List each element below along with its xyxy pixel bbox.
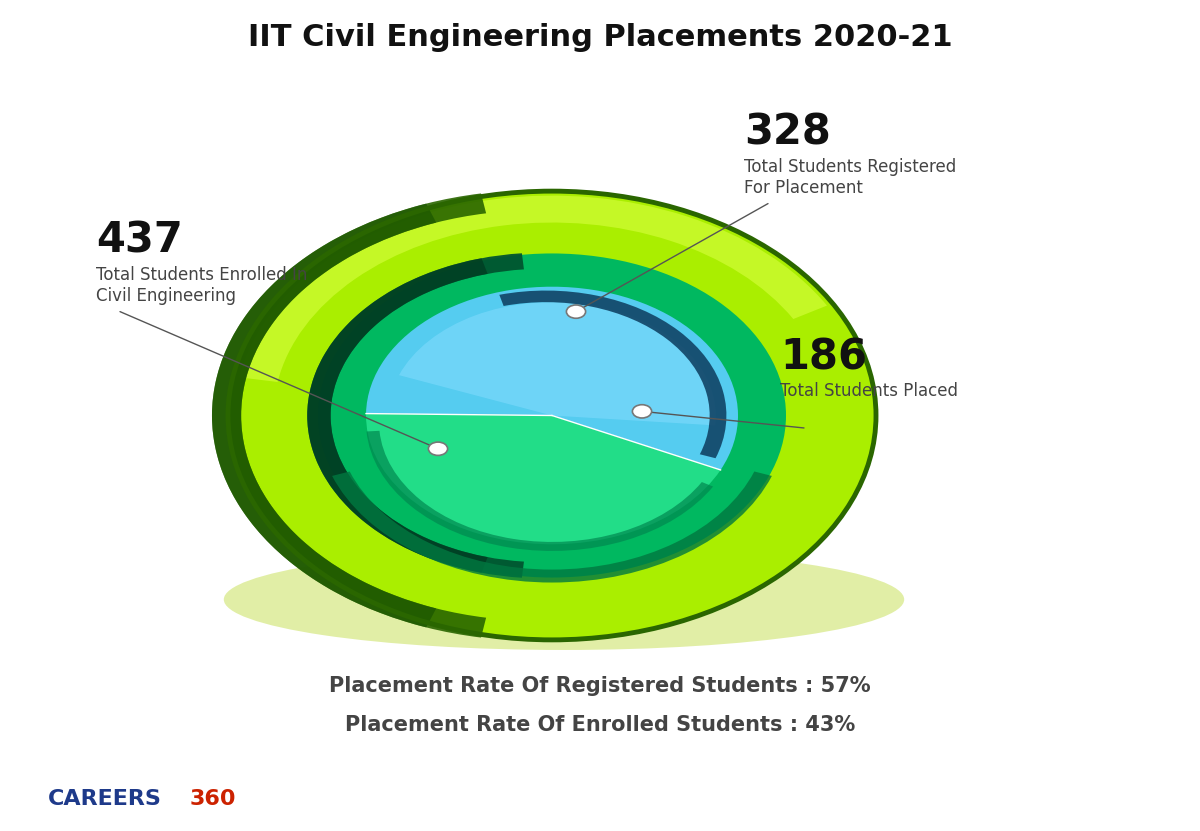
- Text: Total Students Registered
For Placement: Total Students Registered For Placement: [744, 158, 956, 197]
- Circle shape: [632, 405, 652, 418]
- Wedge shape: [400, 302, 715, 425]
- Wedge shape: [239, 195, 827, 382]
- Wedge shape: [212, 204, 437, 627]
- Text: IIT Civil Engineering Placements 2020-21: IIT Civil Engineering Placements 2020-21: [247, 23, 953, 52]
- Text: 186: 186: [780, 336, 866, 378]
- Ellipse shape: [223, 549, 905, 650]
- Wedge shape: [332, 471, 772, 583]
- Circle shape: [228, 191, 876, 640]
- Text: CAREERS: CAREERS: [48, 789, 162, 809]
- Circle shape: [318, 253, 786, 578]
- Text: Total Students Placed: Total Students Placed: [780, 382, 958, 401]
- Text: Placement Rate Of Enrolled Students : 43%: Placement Rate Of Enrolled Students : 43…: [344, 715, 856, 735]
- Text: 360: 360: [190, 789, 236, 809]
- Wedge shape: [212, 194, 486, 637]
- Wedge shape: [366, 287, 738, 470]
- Circle shape: [428, 442, 448, 455]
- Wedge shape: [307, 258, 487, 573]
- Text: Total Students Enrolled In
Civil Engineering: Total Students Enrolled In Civil Enginee…: [96, 266, 307, 305]
- Text: Placement Rate Of Registered Students : 57%: Placement Rate Of Registered Students : …: [329, 676, 871, 696]
- Wedge shape: [307, 253, 524, 578]
- Wedge shape: [499, 291, 726, 458]
- Wedge shape: [366, 430, 713, 551]
- Circle shape: [566, 305, 586, 318]
- Text: 437: 437: [96, 219, 182, 262]
- Wedge shape: [366, 414, 720, 544]
- Text: 328: 328: [744, 111, 830, 154]
